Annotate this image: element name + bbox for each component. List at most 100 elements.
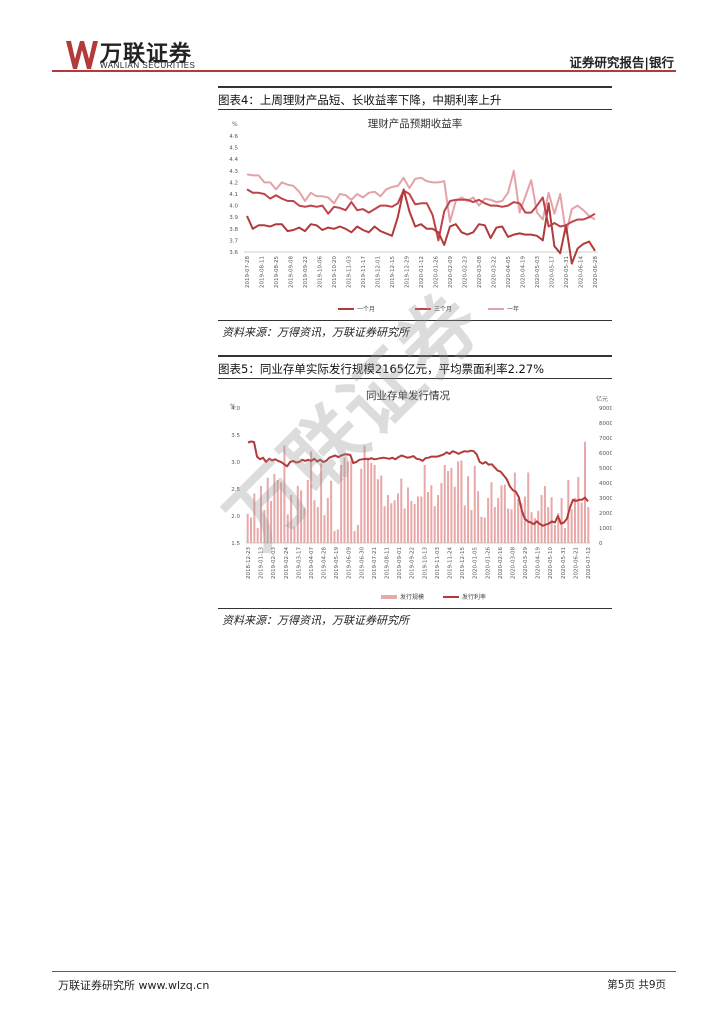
x-tick-label: 2019-07-28: [245, 256, 251, 288]
y2-axis-unit: 亿元: [596, 395, 608, 403]
bar: [527, 472, 530, 543]
bar: [480, 516, 483, 543]
x-tick-label: 2020-07-12: [586, 547, 592, 579]
x-tick-label: 2019-04-28: [322, 547, 328, 579]
bar: [547, 507, 550, 543]
bar: [403, 508, 406, 543]
bar: [573, 498, 576, 543]
y2-tick-label: 8000: [599, 421, 612, 427]
bar: [423, 465, 426, 543]
bar: [413, 504, 416, 543]
x-tick-label: 2019-07-21: [372, 547, 378, 579]
series-line-3: [246, 169, 596, 235]
y-tick-label: 4.5: [229, 146, 238, 152]
figure5-top-rule: [218, 355, 612, 357]
y-axis-unit: %: [232, 121, 238, 128]
y2-tick-label: 3000: [599, 496, 612, 502]
bar: [320, 463, 323, 543]
y-tick-label: 4.4: [229, 157, 238, 163]
x-tick-label: 2019-12-01: [376, 256, 382, 288]
x-tick-label: 2019-10-20: [332, 256, 338, 288]
bar: [530, 512, 533, 543]
bar: [497, 498, 500, 543]
bar: [583, 441, 586, 543]
bar: [323, 515, 326, 543]
x-tick-label: 2020-05-10: [548, 547, 554, 579]
bar: [487, 498, 490, 543]
y-tick-label: 4.1: [229, 192, 238, 198]
x-tick-label: 2020-02-09: [448, 256, 454, 288]
x-tick-label: 2019-06-30: [359, 547, 365, 579]
figure4-bottom-rule: [218, 320, 612, 321]
bar: [343, 457, 346, 543]
x-tick-label: 2020-05-03: [535, 256, 541, 288]
bar: [537, 510, 540, 543]
x-tick-label: 2020-04-19: [521, 256, 527, 288]
bar: [266, 477, 269, 543]
bar: [560, 498, 563, 543]
y2-tick-label: 7000: [599, 436, 612, 442]
figure5-title: 图表5：同业存单实际发行规模2165亿元，平均票面利率2.27%: [218, 362, 545, 376]
bar: [303, 507, 306, 543]
y-tick-label: 4.0: [229, 204, 238, 210]
page-header: 万联证券 WANLIAN SECURITIES 证券研究报告|银行: [52, 32, 676, 74]
series-line-2: [246, 188, 596, 242]
bar: [376, 479, 379, 543]
bar: [276, 480, 279, 543]
bar: [390, 503, 393, 543]
bar: [570, 509, 573, 543]
footer-divider: [52, 971, 676, 972]
y2-tick-label: 5000: [599, 466, 612, 472]
x-tick-label: 2019-11-24: [447, 547, 453, 579]
bar: [430, 485, 433, 543]
bar: [353, 531, 356, 543]
legend-label: 三个月: [434, 306, 452, 313]
bar: [533, 518, 536, 543]
bar: [400, 478, 403, 543]
bar: [363, 445, 366, 543]
y2-tick-label: 2000: [599, 511, 612, 517]
x-tick-label: 2020-06-28: [593, 256, 599, 288]
bar: [410, 501, 413, 543]
bar: [510, 509, 513, 543]
x-tick-label: 2020-01-26: [485, 547, 491, 579]
y-tick-label: 3.8: [229, 227, 238, 233]
bar: [340, 465, 343, 543]
bar: [557, 513, 560, 543]
x-tick-label: 2019-12-15: [460, 547, 466, 579]
bar: [470, 510, 473, 543]
y2-tick-label: 4000: [599, 481, 612, 487]
y-tick-label: 3.9: [229, 215, 238, 221]
bar: [246, 513, 249, 543]
x-tick-label: 2018-12-23: [246, 547, 252, 579]
bar: [306, 480, 309, 543]
x-tick-label: 2020-03-22: [492, 256, 498, 288]
x-tick-label: 2019-12-29: [405, 256, 411, 288]
bar: [260, 486, 263, 543]
chart-wealth-yield: 理财产品预期收益率% 3.6 3.7 3.8 3.9 4.0 4.1 4.2 4.3 4.4 4.5…: [229, 117, 599, 313]
x-tick-label: 2020-01-05: [473, 547, 479, 579]
bar: [543, 486, 546, 543]
y-tick-label: 4.0: [231, 406, 240, 412]
chart-ncd-issuance: 同业存单发行情况% 亿元 4.0 3.5 3.0 2.5 2.0 1.5 9000 8000 700…: [230, 389, 612, 601]
figure5-title-rule: [218, 378, 612, 379]
bar: [473, 465, 476, 543]
bar: [293, 526, 296, 543]
bar: [280, 482, 283, 543]
x-tick-label: 2020-05-31: [564, 256, 570, 288]
bar: [356, 525, 359, 543]
y-tick-label: 3.6: [229, 250, 238, 256]
x-tick-label: 2019-11-03: [347, 256, 353, 288]
bar: [507, 508, 510, 543]
bar: [396, 493, 399, 543]
x-tick-label: 2019-10-13: [422, 547, 428, 579]
figure4-title-rule: [218, 109, 612, 110]
x-tick-label: 2019-11-03: [435, 547, 441, 579]
bar: [366, 457, 369, 543]
legend-label: 一个月: [357, 306, 375, 313]
bar: [517, 498, 520, 543]
x-tick-label: 2020-02-23: [463, 256, 469, 288]
y-tick-label: 4.6: [229, 134, 238, 140]
x-tick-label: 2019-11-17: [361, 256, 367, 288]
y-tick-label: 2.0: [231, 514, 240, 520]
